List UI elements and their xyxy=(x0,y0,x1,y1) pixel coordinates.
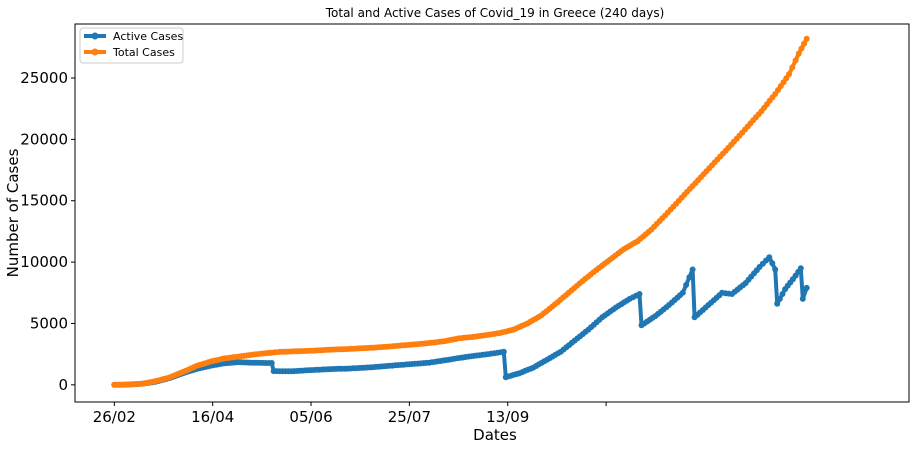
y-tick-label: 25000 xyxy=(20,69,68,87)
data-point xyxy=(795,50,802,57)
data-point xyxy=(797,265,804,272)
data-point xyxy=(769,260,776,267)
x-tick-label: 13/09 xyxy=(486,408,529,426)
data-point xyxy=(789,64,796,71)
data-point xyxy=(798,45,805,52)
data-point xyxy=(636,291,643,297)
series-total-cases xyxy=(111,35,810,388)
y-tick-label: 0 xyxy=(58,376,68,394)
series-layer xyxy=(111,35,810,388)
y-tick-label: 10000 xyxy=(20,253,68,271)
data-point xyxy=(799,295,806,302)
data-point xyxy=(683,282,690,288)
chart-title: Total and Active Cases of Covid_19 in Gr… xyxy=(325,6,665,20)
y-tick-label: 15000 xyxy=(20,192,68,210)
x-tick-label: 05/06 xyxy=(289,408,332,426)
x-tick-label: 16/04 xyxy=(191,408,234,426)
data-point xyxy=(801,40,808,47)
y-tick-label: 5000 xyxy=(30,314,68,332)
data-point xyxy=(689,266,696,273)
data-point xyxy=(766,254,773,261)
x-axis-label: Dates xyxy=(473,426,517,444)
y-axis: 0 5000 10000 15000 20000 25000 xyxy=(20,69,75,394)
data-point xyxy=(803,284,810,291)
data-point xyxy=(786,71,792,78)
data-point xyxy=(268,360,275,366)
data-point xyxy=(500,348,507,355)
y-tick-label: 20000 xyxy=(20,130,68,148)
data-point xyxy=(779,291,786,297)
series-active-cases xyxy=(111,254,810,388)
data-point xyxy=(774,300,781,307)
x-tick-label: 25/07 xyxy=(388,408,431,426)
x-axis: 26/02 16/04 05/06 25/07 13/09 xyxy=(93,402,607,426)
legend-marker xyxy=(91,48,99,56)
legend-marker xyxy=(91,32,99,40)
legend-label: Total Cases xyxy=(112,46,175,59)
data-point xyxy=(792,57,799,64)
data-point xyxy=(686,274,693,281)
data-point xyxy=(679,289,686,296)
series-line xyxy=(114,37,809,387)
legend-label: Active Cases xyxy=(113,30,183,43)
plot-frame xyxy=(74,23,910,403)
x-tick-label: 26/02 xyxy=(93,408,136,426)
data-point xyxy=(803,35,810,42)
data-point xyxy=(776,295,783,302)
data-point xyxy=(772,266,779,273)
legend: Active Cases Total Cases xyxy=(79,27,184,64)
y-axis-label: Number of Cases xyxy=(4,148,22,277)
